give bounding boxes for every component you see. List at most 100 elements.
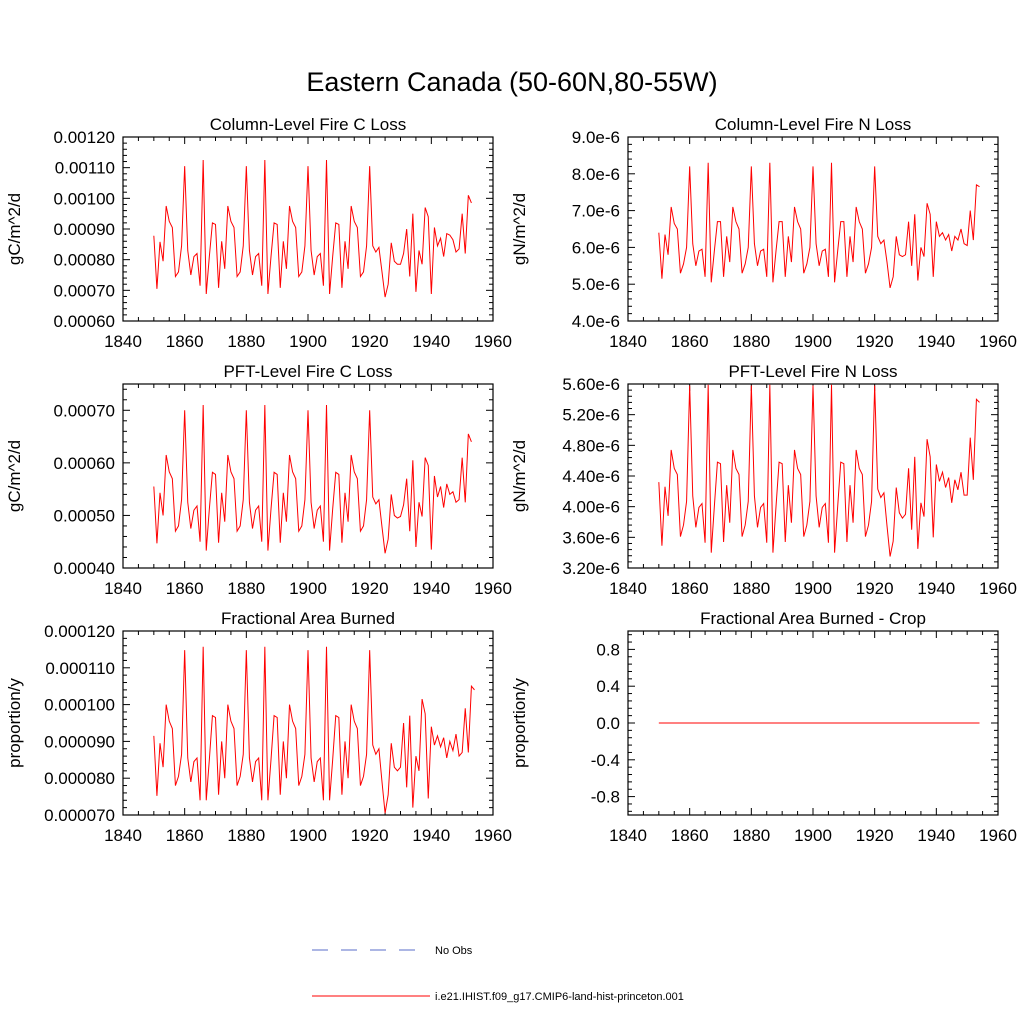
series-line	[153, 646, 475, 814]
series-line	[153, 159, 472, 298]
y-tick-label: 6.0e-6	[572, 238, 620, 257]
x-tick-label: 1840	[609, 332, 647, 351]
x-tick-label: 1940	[917, 826, 955, 845]
x-tick-label: 1900	[794, 332, 832, 351]
y-axis-label: proportion/y	[510, 678, 529, 768]
x-tick-label: 1840	[104, 579, 142, 598]
x-tick-label: 1840	[104, 332, 142, 351]
x-tick-label: 1900	[289, 579, 327, 598]
x-tick-label: 1920	[351, 332, 389, 351]
y-tick-label: 7.0e-6	[572, 202, 620, 221]
x-tick-label: 1840	[609, 579, 647, 598]
panel-title: Fractional Area Burned	[221, 609, 395, 628]
x-tick-label: 1940	[917, 332, 955, 351]
x-tick-label: 1880	[732, 826, 770, 845]
y-axis-label: gC/m^2/d	[5, 440, 24, 512]
x-tick-label: 1920	[856, 826, 894, 845]
x-tick-label: 1860	[166, 332, 204, 351]
y-tick-label: 0.00060	[54, 454, 115, 473]
x-tick-label: 1960	[979, 579, 1017, 598]
y-tick-label: 5.20e-6	[562, 406, 620, 425]
x-tick-label: 1940	[412, 826, 450, 845]
y-tick-label: 0.00110	[55, 159, 115, 178]
x-tick-label: 1860	[166, 826, 204, 845]
panel-4: PFT-Level Fire N Loss gN/m^2/d 1840 1860 188…	[510, 362, 1017, 598]
y-tick-label: 5.0e-6	[572, 275, 620, 294]
x-tick-label: 1960	[474, 332, 512, 351]
y-tick-label: 8.0e-6	[572, 165, 620, 184]
y-tick-label: 0.000070	[44, 806, 115, 825]
x-tick-label: 1920	[351, 579, 389, 598]
y-tick-label: 0.8	[596, 640, 620, 659]
legend-label-2: i.e21.IHIST.f09_g17.CMIP6-land-hist-prin…	[435, 991, 684, 1003]
y-tick-label: 0.0	[596, 714, 620, 733]
x-tick-label: 1900	[794, 826, 832, 845]
panel-5: Fractional Area Burned proportion/y 1840 18…	[5, 609, 512, 845]
panel-title: Column-Level Fire C Loss	[210, 115, 407, 134]
y-tick-label: 0.4	[596, 677, 620, 696]
x-tick-label: 1920	[351, 826, 389, 845]
x-tick-label: 1960	[474, 826, 512, 845]
y-tick-label: 4.40e-6	[562, 467, 620, 486]
x-tick-label: 1900	[289, 826, 327, 845]
y-tick-label: 0.000120	[44, 622, 115, 641]
panel-3: PFT-Level Fire C Loss gC/m^2/d 1840 1860 188…	[5, 362, 512, 598]
x-tick-label: 1900	[289, 332, 327, 351]
x-tick-label: 1860	[671, 579, 709, 598]
y-tick-label: 4.80e-6	[562, 436, 620, 455]
x-tick-label: 1940	[917, 579, 955, 598]
plot-frame	[627, 136, 999, 322]
x-tick-label: 1920	[856, 579, 894, 598]
x-tick-label: 1880	[732, 332, 770, 351]
y-tick-label: 0.00040	[54, 559, 115, 578]
x-tick-label: 1940	[412, 579, 450, 598]
x-tick-label: 1880	[227, 579, 265, 598]
plot-frame	[122, 136, 494, 322]
y-tick-label: 3.60e-6	[562, 528, 620, 547]
y-tick-label: 9.0e-6	[572, 128, 620, 147]
x-tick-label: 1960	[979, 826, 1017, 845]
y-tick-label: 0.00060	[54, 312, 115, 331]
y-tick-label: 0.000080	[44, 769, 115, 788]
y-tick-label: 4.00e-6	[562, 498, 620, 517]
y-tick-label: 0.00100	[54, 189, 115, 208]
panels: Column-Level Fire C Loss gC/m^2/d 1840 1860…	[5, 115, 1017, 845]
series-line	[153, 405, 472, 554]
y-axis-label: gN/m^2/d	[510, 440, 529, 512]
y-axis-label: proportion/y	[5, 678, 24, 768]
series-line	[658, 384, 980, 557]
y-tick-label: 0.00080	[54, 251, 115, 270]
y-tick-label: 0.00120	[54, 128, 115, 147]
x-tick-label: 1860	[671, 826, 709, 845]
x-tick-label: 1880	[227, 826, 265, 845]
y-tick-label: 4.0e-6	[572, 312, 620, 331]
legend-label-1: No Obs	[435, 945, 473, 957]
y-tick-label: 5.60e-6	[562, 375, 620, 394]
y-tick-label: 0.000110	[45, 659, 115, 678]
x-tick-label: 1960	[474, 579, 512, 598]
x-tick-label: 1840	[104, 826, 142, 845]
y-tick-label: 0.00070	[54, 281, 115, 300]
x-tick-label: 1920	[856, 332, 894, 351]
x-tick-label: 1880	[227, 332, 265, 351]
panel-2: Column-Level Fire N Loss gN/m^2/d 1840 1860…	[510, 115, 1017, 351]
y-tick-label: -0.8	[591, 788, 620, 807]
panel-title: Column-Level Fire N Loss	[715, 115, 912, 134]
x-tick-label: 1860	[671, 332, 709, 351]
figure-title: Eastern Canada (50-60N,80-55W)	[306, 67, 717, 97]
x-tick-label: 1880	[732, 579, 770, 598]
x-tick-label: 1840	[609, 826, 647, 845]
y-tick-label: 0.00050	[54, 506, 115, 525]
panel-title: PFT-Level Fire N Loss	[728, 362, 897, 381]
x-tick-label: 1900	[794, 579, 832, 598]
panel-title: Fractional Area Burned - Crop	[700, 609, 926, 628]
legend: No Obs i.e21.IHIST.f09_g17.CMIP6-land-his…	[312, 945, 684, 1003]
y-tick-label: 0.000100	[44, 696, 115, 715]
y-tick-label: 3.20e-6	[562, 559, 620, 578]
y-axis-label: gN/m^2/d	[510, 193, 529, 265]
y-tick-label: 0.00090	[54, 220, 115, 239]
x-tick-label: 1860	[166, 579, 204, 598]
panel-1: Column-Level Fire C Loss gC/m^2/d 1840 1860…	[5, 115, 512, 351]
panel-6: Fractional Area Burned - Crop proportion/…	[510, 609, 1017, 845]
